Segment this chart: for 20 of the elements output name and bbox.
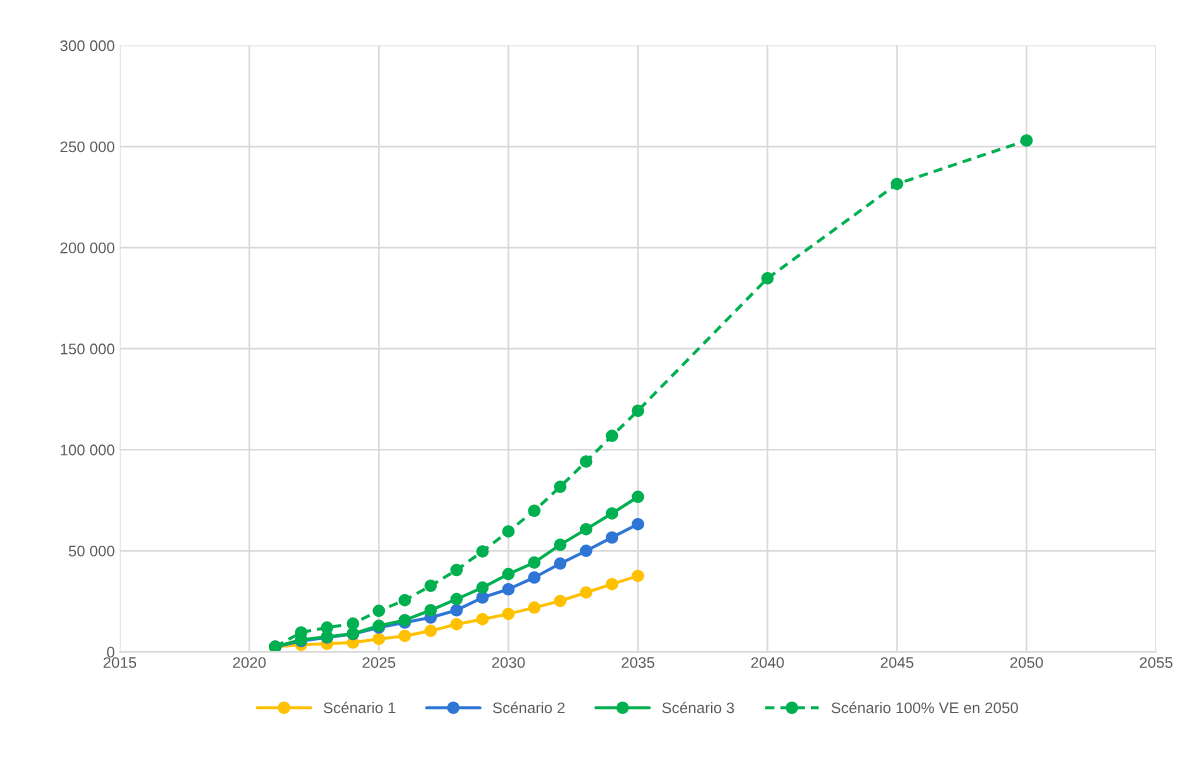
x-tick-label: 2025 xyxy=(362,657,396,668)
legend-label: Scénario 2 xyxy=(492,701,565,714)
legend-label: Scénario 100% VE en 2050 xyxy=(831,701,1018,714)
x-tick-label: 2030 xyxy=(492,657,525,668)
legend-label: Scénario 1 xyxy=(323,701,396,714)
y-tick-label: 150 000 xyxy=(60,343,115,355)
y-tick-label: 0 xyxy=(107,646,115,658)
y-tick-label: 200 000 xyxy=(60,242,115,254)
x-tick-label: 2015 xyxy=(103,657,137,668)
x-tick-label: 2020 xyxy=(233,657,266,668)
y-tick-label: 300 000 xyxy=(60,40,115,52)
y-tick-label: 50 000 xyxy=(68,545,115,557)
y-tick-label: 250 000 xyxy=(60,141,115,153)
legend-label: Scénario 3 xyxy=(662,701,734,714)
x-tick-label: 2045 xyxy=(880,657,914,668)
x-tick-label: 2055 xyxy=(1139,657,1173,668)
x-tick-label: 2035 xyxy=(621,657,655,668)
y-tick-label: 100 000 xyxy=(60,444,115,456)
x-tick-label: 2050 xyxy=(1010,657,1043,668)
x-tick-label: 2040 xyxy=(751,657,784,668)
